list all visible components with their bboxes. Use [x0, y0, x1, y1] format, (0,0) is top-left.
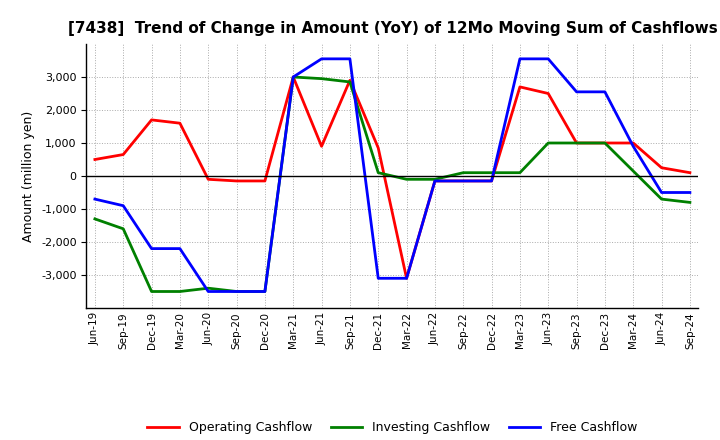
- Investing Cashflow: [374, 170, 382, 175]
- Investing Cashflow: [600, 140, 609, 146]
- Free Cashflow: [233, 289, 241, 294]
- Investing Cashflow: [487, 170, 496, 175]
- Operating Cashflow: [289, 74, 297, 80]
- Operating Cashflow: [148, 117, 156, 122]
- Investing Cashflow: [459, 170, 467, 175]
- Free Cashflow: [544, 56, 552, 62]
- Operating Cashflow: [346, 77, 354, 83]
- Operating Cashflow: [487, 178, 496, 183]
- Investing Cashflow: [91, 216, 99, 222]
- Free Cashflow: [516, 56, 524, 62]
- Investing Cashflow: [346, 79, 354, 84]
- Free Cashflow: [289, 74, 297, 80]
- Free Cashflow: [119, 203, 127, 209]
- Operating Cashflow: [657, 165, 666, 170]
- Investing Cashflow: [204, 286, 212, 291]
- Free Cashflow: [629, 143, 637, 149]
- Operating Cashflow: [685, 170, 694, 175]
- Free Cashflow: [176, 246, 184, 251]
- Investing Cashflow: [431, 177, 439, 182]
- Free Cashflow: [459, 178, 467, 183]
- Investing Cashflow: [685, 200, 694, 205]
- Investing Cashflow: [261, 289, 269, 294]
- Y-axis label: Amount (million yen): Amount (million yen): [22, 110, 35, 242]
- Title: [7438]  Trend of Change in Amount (YoY) of 12Mo Moving Sum of Cashflows: [7438] Trend of Change in Amount (YoY) o…: [68, 21, 717, 36]
- Operating Cashflow: [176, 121, 184, 126]
- Free Cashflow: [374, 275, 382, 281]
- Operating Cashflow: [318, 143, 326, 149]
- Investing Cashflow: [176, 289, 184, 294]
- Free Cashflow: [148, 246, 156, 251]
- Free Cashflow: [91, 196, 99, 202]
- Operating Cashflow: [204, 177, 212, 182]
- Operating Cashflow: [459, 178, 467, 183]
- Operating Cashflow: [572, 140, 581, 146]
- Free Cashflow: [346, 56, 354, 62]
- Free Cashflow: [572, 89, 581, 95]
- Free Cashflow: [204, 289, 212, 294]
- Free Cashflow: [487, 178, 496, 183]
- Free Cashflow: [402, 275, 411, 281]
- Line: Investing Cashflow: Investing Cashflow: [95, 77, 690, 292]
- Free Cashflow: [600, 89, 609, 95]
- Operating Cashflow: [374, 145, 382, 150]
- Free Cashflow: [657, 190, 666, 195]
- Legend: Operating Cashflow, Investing Cashflow, Free Cashflow: Operating Cashflow, Investing Cashflow, …: [143, 416, 642, 439]
- Investing Cashflow: [516, 170, 524, 175]
- Line: Free Cashflow: Free Cashflow: [95, 59, 690, 292]
- Operating Cashflow: [402, 275, 411, 281]
- Line: Operating Cashflow: Operating Cashflow: [95, 77, 690, 279]
- Investing Cashflow: [572, 140, 581, 146]
- Free Cashflow: [261, 289, 269, 294]
- Operating Cashflow: [516, 84, 524, 90]
- Operating Cashflow: [91, 157, 99, 162]
- Free Cashflow: [318, 56, 326, 62]
- Investing Cashflow: [318, 76, 326, 81]
- Operating Cashflow: [600, 140, 609, 146]
- Operating Cashflow: [629, 140, 637, 146]
- Operating Cashflow: [119, 152, 127, 157]
- Investing Cashflow: [402, 177, 411, 182]
- Investing Cashflow: [148, 289, 156, 294]
- Operating Cashflow: [261, 178, 269, 183]
- Operating Cashflow: [233, 178, 241, 183]
- Operating Cashflow: [544, 91, 552, 96]
- Investing Cashflow: [544, 140, 552, 146]
- Investing Cashflow: [233, 289, 241, 294]
- Free Cashflow: [431, 178, 439, 183]
- Investing Cashflow: [119, 226, 127, 231]
- Operating Cashflow: [431, 178, 439, 183]
- Investing Cashflow: [629, 169, 637, 174]
- Free Cashflow: [685, 190, 694, 195]
- Investing Cashflow: [289, 74, 297, 80]
- Investing Cashflow: [657, 196, 666, 202]
